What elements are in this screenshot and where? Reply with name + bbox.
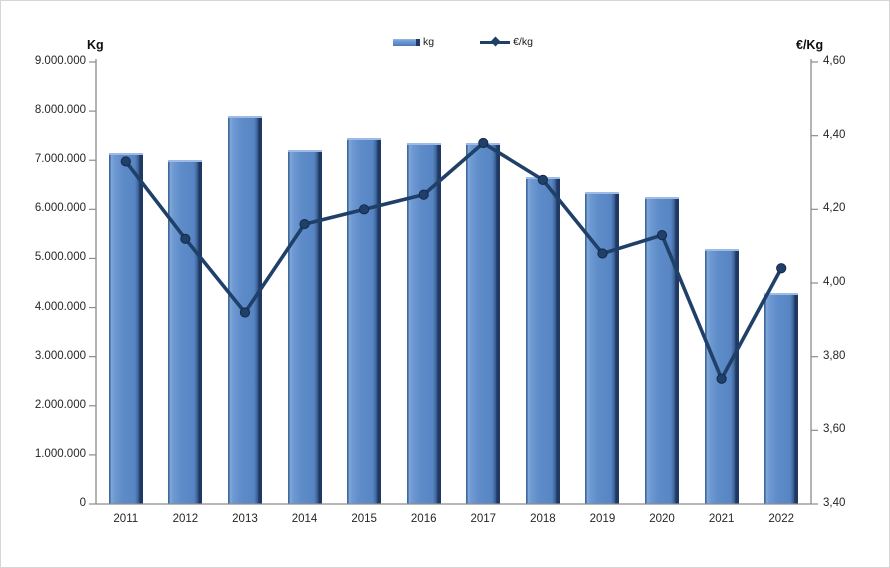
x-axis-label-2016: 2016 xyxy=(410,513,437,525)
line-point-2020 xyxy=(656,230,668,241)
eur-per-kg-line xyxy=(123,141,784,381)
bar-2015 xyxy=(347,138,382,504)
left-axis-tick-label: 2.000.000 xyxy=(34,398,86,411)
bar-2018 xyxy=(525,177,560,504)
bar-2020 xyxy=(645,197,680,504)
line-point-2018 xyxy=(537,174,548,185)
x-axis-label-2019: 2019 xyxy=(589,513,616,525)
right-axis-tick-label: 3,40 xyxy=(823,497,846,509)
left-axis-tick-label: 5.000.000 xyxy=(34,251,86,264)
bar-swatch-icon xyxy=(393,38,420,46)
right-axis-title: €/Kg xyxy=(796,38,824,52)
left-axis-tick-label: 3.000.000 xyxy=(34,349,86,362)
left-axis-tick-label: 4.000.000 xyxy=(34,300,86,313)
bar-2017 xyxy=(466,143,501,504)
line-point-2016 xyxy=(418,189,429,200)
x-axis-label-2020: 2020 xyxy=(649,513,675,525)
legend-item-eur-kg: €/kg xyxy=(480,36,533,48)
x-axis-label-2017: 2017 xyxy=(470,513,497,525)
x-axis-label-2012: 2012 xyxy=(172,513,199,525)
bar-2019 xyxy=(585,192,620,504)
line-point-2011 xyxy=(120,156,131,167)
legend-label-kg: kg xyxy=(423,36,435,48)
right-axis-tick-label: 3,80 xyxy=(823,349,846,362)
line-point-2014 xyxy=(299,218,310,230)
left-axis-tick-label: 9.000.000 xyxy=(34,55,86,67)
right-axis-tick-label: 4,40 xyxy=(823,128,846,141)
bar-2016 xyxy=(406,143,441,504)
line-point-2019 xyxy=(597,248,608,259)
line-point-2017 xyxy=(478,137,489,149)
left-axis-tick-label: 6.000.000 xyxy=(34,202,86,215)
left-axis-title: Kg xyxy=(87,38,104,52)
right-axis-tick-label: 4,20 xyxy=(823,202,846,215)
line-point-2012 xyxy=(180,233,191,244)
x-axis-label-2018: 2018 xyxy=(530,513,556,525)
right-axis-tick-label: 3,60 xyxy=(823,423,846,436)
x-axis-label-2015: 2015 xyxy=(351,513,377,525)
bar-2012 xyxy=(168,160,203,504)
bar-2014 xyxy=(287,150,322,504)
bar-2022 xyxy=(764,292,799,504)
left-axis-tick-label: 7.000.000 xyxy=(34,153,86,166)
left-axis-tick-label: 8.000.000 xyxy=(34,104,86,117)
x-axis-label-2011: 2011 xyxy=(113,513,139,525)
bar-2011 xyxy=(108,152,143,504)
x-axis-label-2014: 2014 xyxy=(291,513,318,525)
line-swatch-icon xyxy=(480,36,511,47)
chart-legend: kg €/kg xyxy=(393,36,533,48)
line-point-2013 xyxy=(239,307,251,318)
x-axis-label-2013: 2013 xyxy=(232,513,258,525)
legend-item-kg: kg xyxy=(393,37,434,48)
left-axis-tick-label: 0 xyxy=(79,497,86,509)
legend-label-eur-kg: €/kg xyxy=(513,36,533,48)
right-axis-tick-label: 4,60 xyxy=(823,55,846,67)
x-axis-label-2021: 2021 xyxy=(708,513,735,525)
left-axis-tick-label: 1.000.000 xyxy=(34,447,86,460)
line-point-2021 xyxy=(716,373,727,384)
x-axis-label-2022: 2022 xyxy=(768,513,794,525)
line-point-2022 xyxy=(776,263,787,274)
right-axis-tick-label: 4,00 xyxy=(823,276,846,288)
line-point-2015 xyxy=(359,204,370,215)
